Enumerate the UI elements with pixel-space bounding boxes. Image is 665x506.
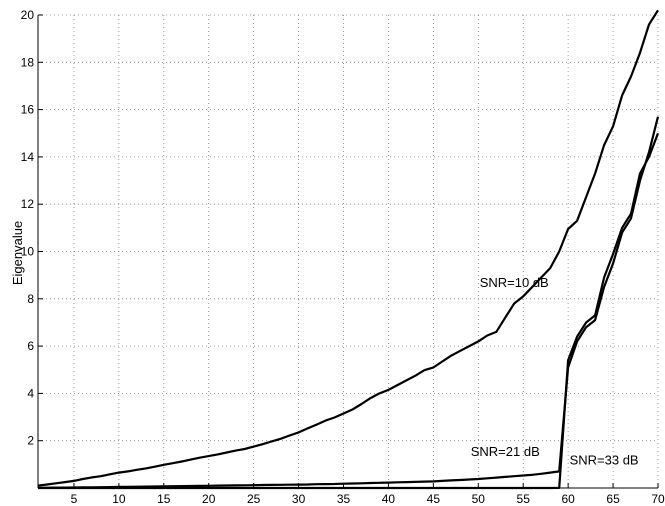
x-tick-label: 25 bbox=[247, 492, 261, 506]
x-tick-label: 5 bbox=[71, 492, 78, 506]
x-tick-label: 15 bbox=[157, 492, 171, 506]
series-annotation: SNR=10 dB bbox=[480, 275, 549, 290]
annotations: SNR=10 dB SNR=21 dB SNR=33 dB bbox=[471, 275, 639, 467]
x-tick-label: 10 bbox=[112, 492, 126, 506]
series-line-3 bbox=[38, 132, 660, 490]
y-tick-label: 6 bbox=[27, 339, 34, 353]
x-tick-label: 35 bbox=[337, 492, 351, 506]
y-tick-label: 10 bbox=[21, 245, 35, 259]
y-tick-label: 4 bbox=[27, 386, 34, 400]
x-tick-label: 45 bbox=[427, 492, 441, 506]
x-tick-label: 70 bbox=[651, 492, 665, 506]
y-tick-label: 16 bbox=[21, 103, 35, 117]
x-tick-label: 50 bbox=[472, 492, 486, 506]
y-tick-label: 20 bbox=[21, 8, 35, 22]
series-line-2 bbox=[37, 116, 660, 489]
y-tick-label: 18 bbox=[21, 55, 35, 69]
y-tick-label: 14 bbox=[21, 150, 35, 164]
series-annotation: SNR=21 dB bbox=[471, 444, 540, 459]
series-lines bbox=[37, 9, 660, 490]
y-tick-label: 2 bbox=[27, 434, 34, 448]
series-annotation: SNR=33 dB bbox=[570, 452, 639, 467]
y-axis-label: Eigenvalue bbox=[10, 221, 25, 285]
y-tick-label: 8 bbox=[27, 292, 34, 306]
x-tick-label: 30 bbox=[292, 492, 306, 506]
x-tick-label: 20 bbox=[202, 492, 216, 506]
x-tick-label: 65 bbox=[606, 492, 620, 506]
y-tick-label: 12 bbox=[21, 197, 35, 211]
x-tick-label: 60 bbox=[561, 492, 575, 506]
series-line-1 bbox=[37, 9, 659, 487]
x-tick-label: 40 bbox=[382, 492, 396, 506]
x-tick-label: 55 bbox=[517, 492, 531, 506]
